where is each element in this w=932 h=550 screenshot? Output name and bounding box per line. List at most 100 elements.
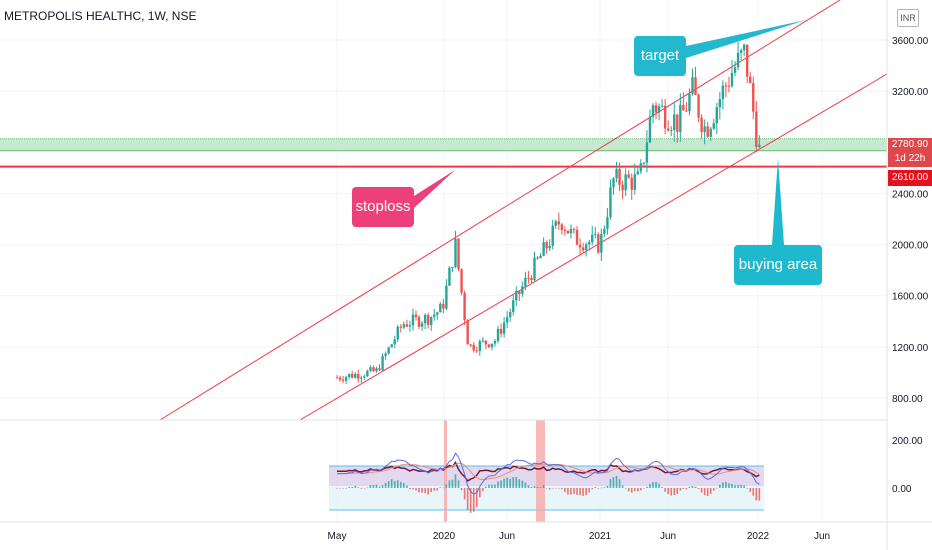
price-tick-label: 2000.00 [892, 241, 929, 252]
candle-body [642, 162, 646, 164]
histogram-bar [600, 487, 603, 489]
histogram-bar [348, 487, 350, 488]
histogram-bar [676, 488, 679, 494]
histogram-bar [746, 488, 748, 489]
histogram-bar [643, 488, 645, 489]
stoploss-note[interactable]: stoploss [352, 187, 414, 227]
histogram-bar [655, 481, 657, 488]
buying-area-pointer [772, 158, 784, 245]
histogram-bar [524, 482, 527, 488]
candle-body [554, 221, 557, 226]
candle-body [654, 105, 658, 113]
candle-body [560, 224, 564, 231]
candle-body [682, 104, 685, 111]
candle-body [663, 105, 667, 129]
histogram-bar [670, 488, 673, 496]
histogram-bar [454, 474, 457, 488]
candle-body [597, 234, 600, 253]
histogram-bar [530, 486, 533, 488]
candle-body [584, 244, 588, 251]
candle-body [542, 242, 545, 256]
histogram-bar [451, 479, 454, 488]
price-tick-label: 800.00 [892, 394, 923, 405]
time-tick-label: 2022 [747, 531, 770, 542]
histogram-bar [390, 479, 393, 488]
candle-body [499, 328, 503, 334]
oscillator-tick-label: 0.00 [892, 484, 912, 495]
histogram-bar [597, 488, 600, 489]
target-note[interactable]: target [634, 36, 686, 76]
candle-body [439, 303, 442, 313]
currency-button[interactable]: INR [897, 9, 919, 27]
histogram-bar [539, 487, 542, 488]
histogram-bar [369, 485, 372, 488]
histogram-bar [518, 479, 521, 488]
oscillator-band-lower [329, 486, 764, 510]
buying-area-note[interactable]: buying area [734, 245, 822, 285]
candle-body [630, 177, 633, 190]
time-tick-label: 2021 [589, 531, 612, 542]
histogram-bar [412, 488, 414, 490]
histogram-bar [445, 484, 448, 488]
histogram-bar [488, 484, 490, 488]
histogram-bar [667, 488, 669, 495]
histogram-bar [421, 488, 423, 493]
candle-body [487, 344, 491, 348]
histogram-bar [585, 488, 587, 496]
candle-body [688, 93, 691, 112]
target-pointer [686, 20, 806, 58]
histogram-bar [737, 484, 739, 488]
macd-line [337, 452, 760, 495]
histogram-bar [494, 484, 496, 488]
candle-body [387, 347, 390, 354]
candle-body [417, 317, 421, 327]
candle-body [344, 376, 348, 381]
price-tick-label: 1200.00 [892, 343, 929, 354]
candle-body [360, 377, 363, 379]
histogram-bar [752, 488, 755, 496]
candle-body [381, 355, 384, 371]
candle-body [448, 267, 451, 286]
candle-body [591, 234, 594, 243]
candle-body [527, 277, 530, 279]
candle-body [508, 311, 512, 318]
candle-body [405, 324, 409, 327]
histogram-bar [567, 488, 569, 495]
time-tick-label: Jun [660, 531, 676, 542]
channel-upper-line [159, 0, 841, 421]
candle-body [603, 228, 606, 234]
candle-body [512, 300, 515, 312]
candle-body [396, 326, 399, 340]
histogram-bar [554, 488, 557, 489]
histogram-bar [351, 487, 353, 488]
histogram-bar [342, 488, 344, 489]
histogram-bar [743, 485, 745, 488]
candle-body [505, 317, 509, 323]
candle-body [594, 234, 597, 236]
buy-zone [0, 138, 887, 151]
histogram-bar [418, 488, 420, 493]
candle-body [363, 376, 366, 378]
candle-body [730, 72, 734, 87]
histogram-bar [725, 481, 727, 488]
candle-body [518, 290, 521, 294]
candle-body [639, 163, 643, 172]
candle-body [393, 339, 396, 345]
histogram-bar [548, 488, 551, 490]
candle-body [651, 105, 655, 117]
candle-body [609, 187, 612, 218]
histogram-bar [709, 488, 712, 494]
candle-body [645, 142, 649, 163]
candle-body [369, 367, 372, 371]
candle-body [423, 314, 427, 324]
candle-body [433, 314, 436, 317]
candle-body [539, 255, 542, 259]
candle-body [566, 230, 570, 234]
histogram-bar [682, 488, 685, 490]
price-tick-label: 3200.00 [892, 87, 929, 98]
candle-body [545, 242, 548, 249]
candle-body [350, 374, 354, 378]
candle-body [524, 277, 527, 287]
candle-body [581, 247, 585, 251]
